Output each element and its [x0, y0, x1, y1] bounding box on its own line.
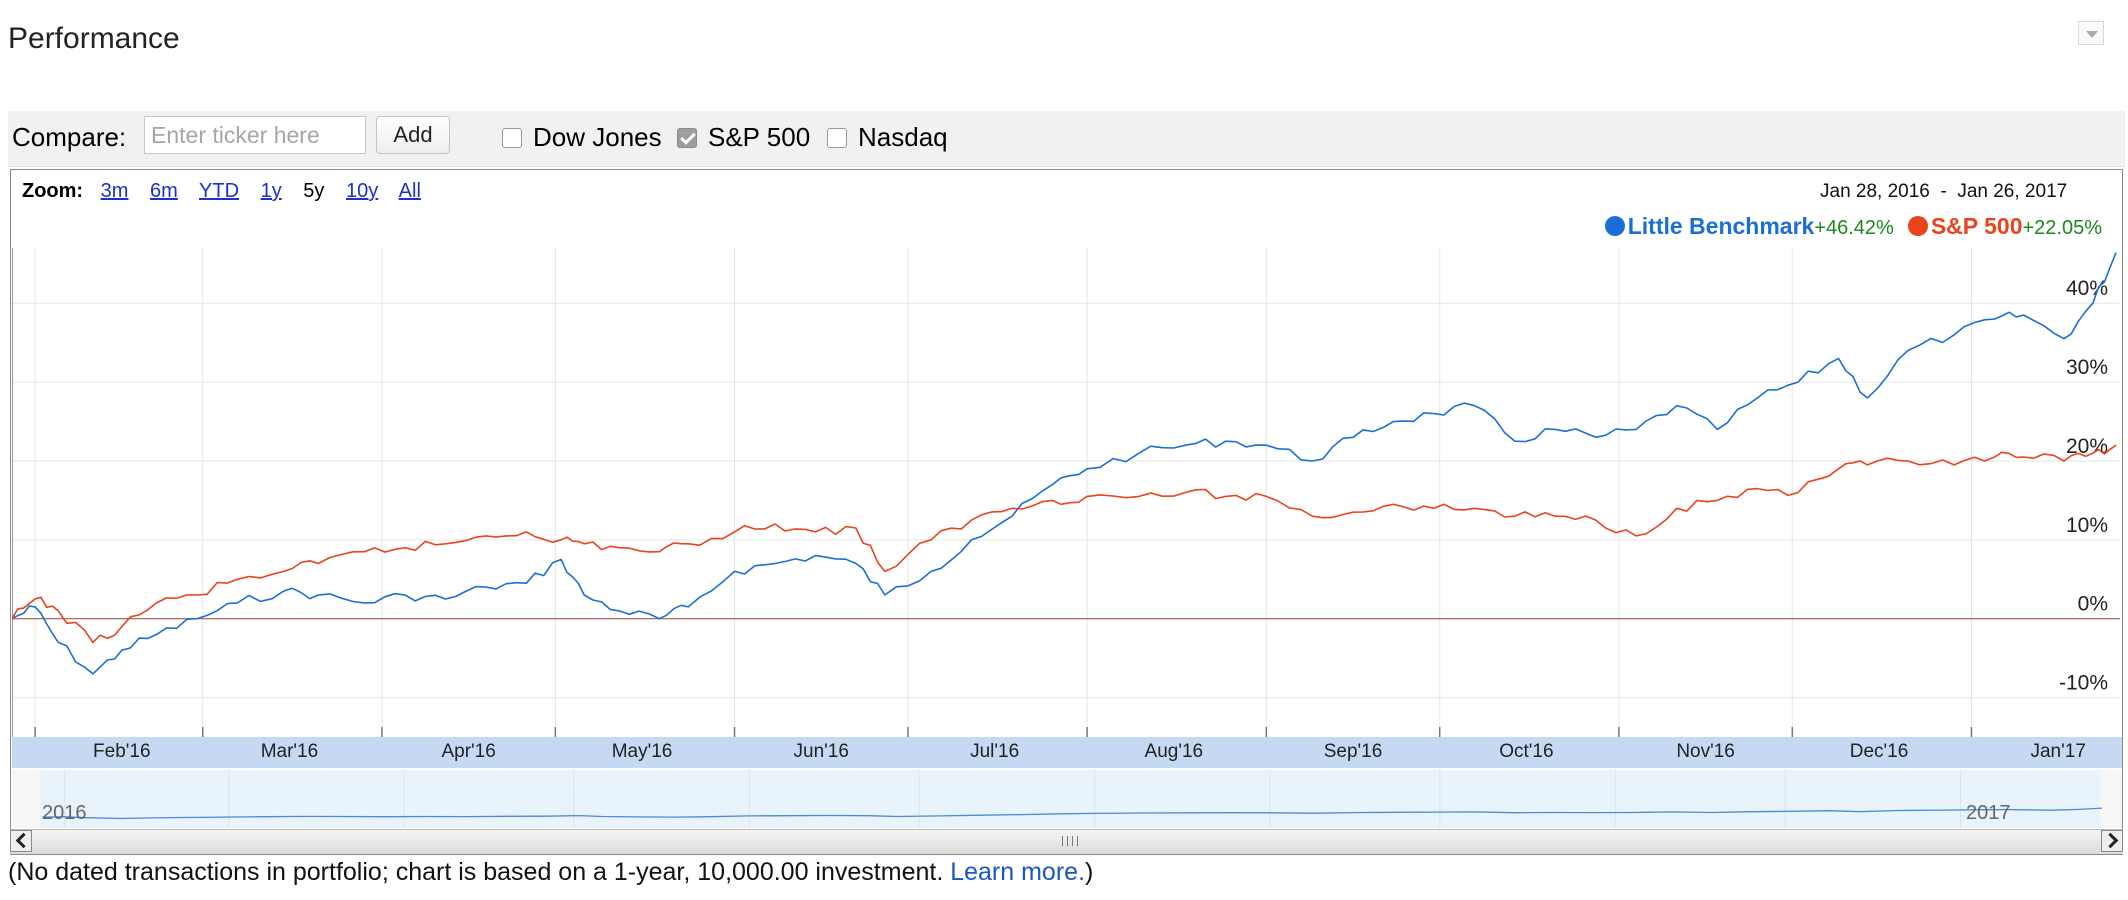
dow-jones-label[interactable]: Dow Jones — [533, 122, 662, 152]
compare-bar: Compare: Add Dow Jones S&P 500 Nasdaq — [8, 111, 2125, 167]
x-tick-label-11: Jan'17 — [2030, 741, 2086, 762]
performance-chart: -10% 0% 10% 20% 30% 40% — [12, 248, 2120, 737]
y-tick-label-5: 40% — [2066, 277, 2108, 300]
chart-legend: Little Benchmark+46.42% S&P 500+22.05% — [1604, 213, 2102, 240]
x-tick-label-4: Jun'16 — [793, 741, 849, 762]
options-dropdown[interactable] — [2078, 21, 2104, 45]
y-tick-label-2: 10% — [2066, 514, 2108, 537]
navigator-window[interactable] — [40, 770, 2100, 828]
legend-change-sp500: +22.05% — [2022, 217, 2102, 239]
sp500-label[interactable]: S&P 500 — [708, 122, 811, 152]
nasdaq-label[interactable]: Nasdaq — [858, 122, 948, 152]
legend-change-benchmark: +46.42% — [1814, 217, 1894, 239]
series-line-sp500 — [12, 444, 2117, 644]
navigator-line — [41, 807, 2103, 820]
x-tick-label-2: Apr'16 — [441, 741, 496, 762]
navigator-sparkline — [41, 770, 2103, 828]
month-axis-bar: Feb'16 Mar'16 Apr'16 May'16 Jun'16 Jul'16 Aug'… — [12, 737, 2122, 768]
scrollbar-grip[interactable] — [1062, 836, 1078, 846]
date-range: Jan 28, 2016 - Jan 26, 2017 — [1820, 181, 2067, 203]
series-line-benchmark — [12, 252, 2117, 675]
x-tick-label-6: Aug'16 — [1144, 741, 1204, 762]
y-tick-label-3: 20% — [2066, 435, 2108, 458]
legend-dot-benchmark — [1604, 216, 1625, 236]
navigator-year-start: 2016 — [42, 802, 87, 824]
dow-jones-checkbox[interactable] — [502, 128, 522, 148]
compare-label: Compare: — [12, 122, 127, 152]
learn-more-link[interactable]: Learn more. — [950, 858, 1086, 886]
footnote: (No dated transactions in portfolio; cha… — [8, 858, 1093, 887]
scroll-left-arrow[interactable] — [10, 830, 32, 852]
scroll-right-arrow[interactable] — [2101, 830, 2123, 852]
zoom-5y[interactable]: 5y — [303, 180, 325, 202]
date-range-start: Jan 28, 2016 — [1820, 181, 1930, 202]
zoom-1y[interactable]: 1y — [260, 180, 282, 202]
zoom-controls: Zoom: 3m 6m YTD 1y 5y 10y All — [22, 180, 437, 203]
zoom-3m[interactable]: 3m — [100, 180, 129, 202]
y-tick-label-1: 0% — [2078, 593, 2108, 616]
x-tick-label-8: Oct'16 — [1499, 741, 1554, 762]
x-tick-label-1: Mar'16 — [260, 741, 319, 762]
date-range-end: Jan 26, 2017 — [1957, 181, 2068, 202]
nasdaq-checkbox[interactable] — [827, 128, 847, 148]
x-tick-label-3: May'16 — [611, 741, 673, 762]
footnote-text: (No dated transactions in portfolio; cha… — [8, 858, 951, 886]
date-range-sep: - — [1940, 181, 1947, 202]
x-tick-label-10: Dec'16 — [1849, 741, 1909, 762]
ticker-input[interactable] — [144, 116, 366, 154]
chart-frame — [10, 169, 2123, 855]
add-button[interactable]: Add — [376, 116, 450, 154]
legend-name-sp500: S&P 500 — [1930, 213, 2023, 239]
zoom-ytd[interactable]: YTD — [199, 180, 240, 202]
range-navigator[interactable]: 2016 2017 — [12, 770, 2122, 828]
y-tick-label-0: -10% — [2059, 672, 2108, 695]
x-tick-label-0: Feb'16 — [93, 741, 151, 762]
page-title: Performance — [8, 22, 180, 55]
x-tick-label-9: Nov'16 — [1676, 741, 1735, 762]
x-tick-label-7: Sep'16 — [1323, 741, 1383, 762]
zoom-6m[interactable]: 6m — [150, 180, 178, 202]
y-tick-label-4: 30% — [2066, 356, 2108, 379]
navigator-year-end: 2017 — [1966, 802, 2011, 824]
zoom-10y[interactable]: 10y — [345, 180, 379, 202]
footnote-close: ) — [1085, 858, 1094, 886]
zoom-label: Zoom: — [22, 180, 84, 202]
zoom-all[interactable]: All — [398, 180, 421, 202]
legend-dot-sp500 — [1907, 216, 1928, 236]
sp500-checkbox[interactable] — [677, 128, 697, 148]
legend-name-benchmark: Little Benchmark — [1627, 213, 1815, 239]
chart-scrollbar[interactable] — [10, 829, 2123, 854]
x-tick-label-5: Jul'16 — [970, 741, 1020, 762]
